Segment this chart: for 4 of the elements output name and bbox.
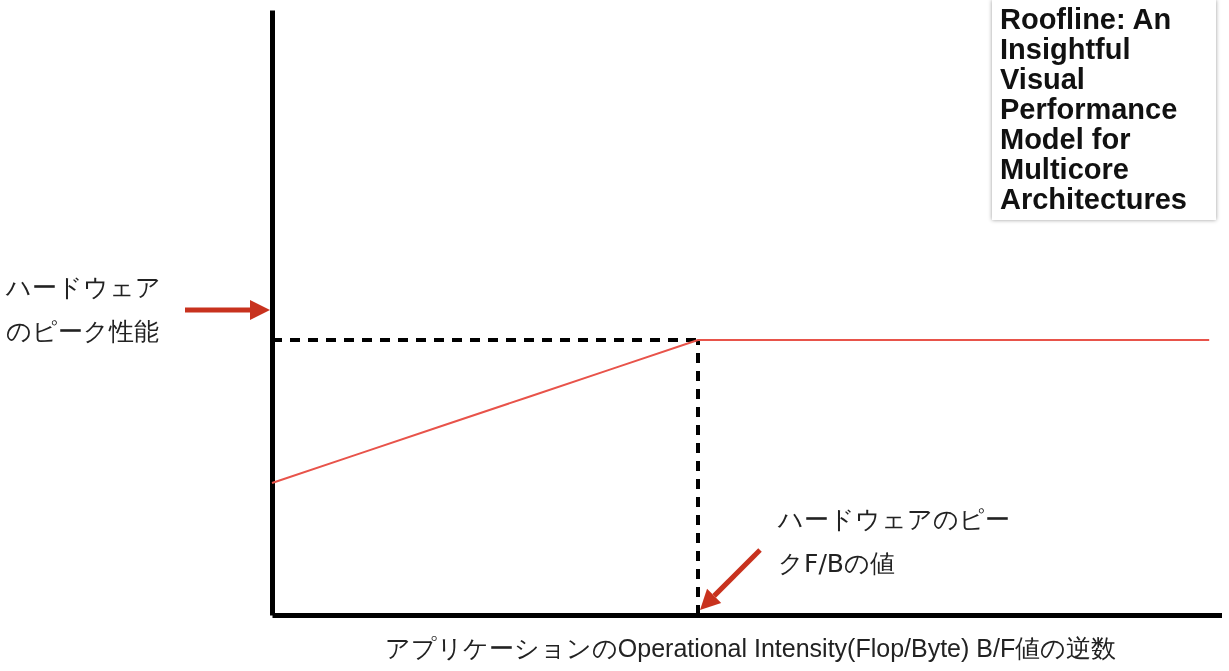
annotation: ハードウェアのピークF/Bの値 bbox=[778, 504, 1010, 580]
text: Roofline: An Insightful Visual Performance Model for Multicore Architectures bbox=[992, 0, 1216, 220]
text: ハードウェアのピーク性能 bbox=[6, 272, 162, 348]
x-axis-title: アプリケーションのOperational Intensity(Flop/Byte) B/F値の逆数 bbox=[383, 633, 1118, 664]
